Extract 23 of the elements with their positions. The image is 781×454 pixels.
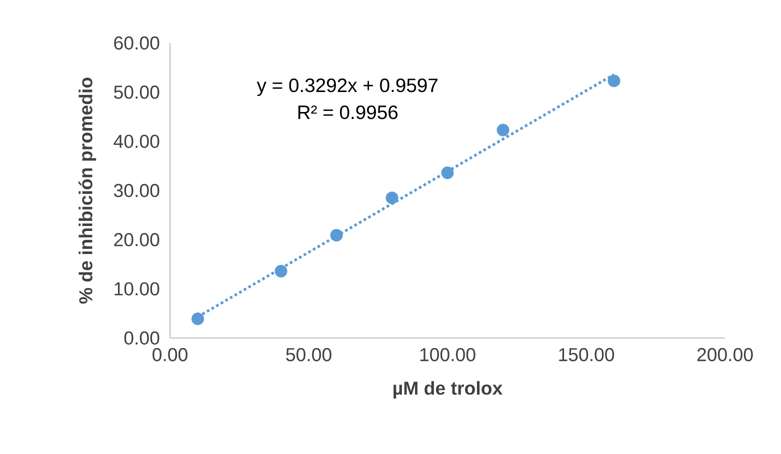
y-tick-label: 30.00 (114, 184, 160, 198)
x-axis-title: µM de trolox (394, 381, 503, 398)
point (441, 166, 454, 180)
y-tick-label: 40.00 (114, 134, 160, 148)
x-tick-label: 50.00 (286, 348, 332, 362)
annotation: R² = 0.9956 (298, 105, 398, 120)
point (330, 228, 343, 242)
y-tick-label: 0.00 (124, 331, 160, 345)
y-tick-label: 50.00 (114, 86, 160, 99)
x-tick-label: 0.00 (152, 348, 188, 362)
x-tick-label: 150.00 (559, 348, 614, 362)
point (191, 312, 204, 326)
point (274, 264, 288, 278)
y-tick-label: 10.00 (114, 282, 160, 296)
y-tick-label: 60.00 (114, 36, 160, 50)
annotation: y = 0.3292x + 0.9597 (256, 78, 438, 96)
point (608, 74, 620, 88)
point (496, 124, 510, 136)
y-tick-label: 20.00 (114, 233, 160, 246)
y-axis-title: % de inhibición promedio (78, 78, 96, 304)
point (386, 192, 398, 204)
x-tick-label: 200.00 (697, 348, 753, 362)
x-tick-label: 100.00 (420, 348, 476, 362)
